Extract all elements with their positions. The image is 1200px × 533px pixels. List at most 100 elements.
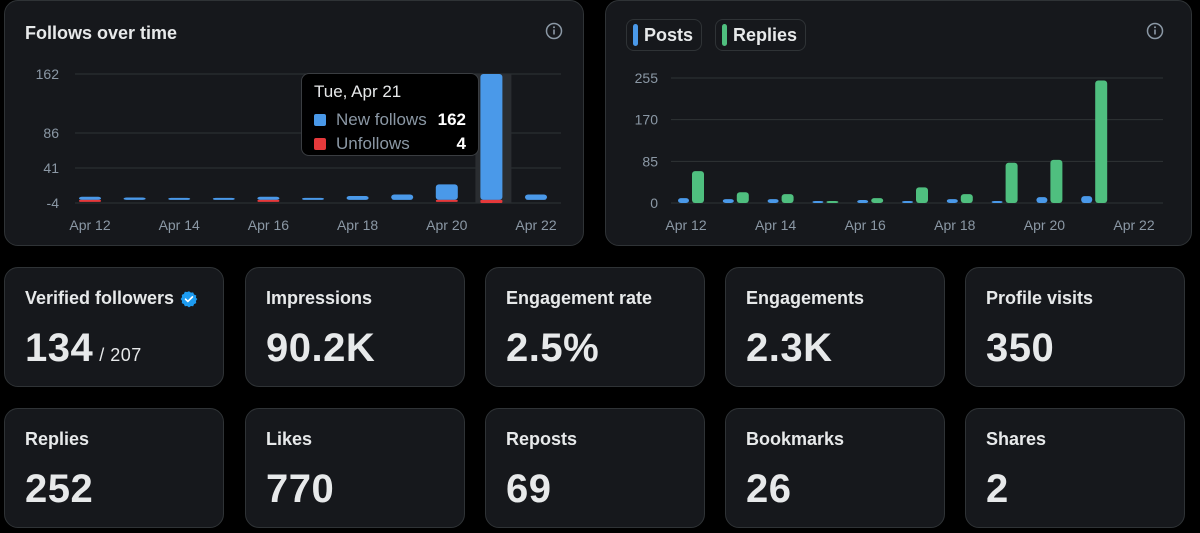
- bar-new-follows: [168, 197, 191, 200]
- posts-swatch: [633, 24, 638, 46]
- stat-label: Impressions: [266, 288, 373, 308]
- bar-replies: [960, 194, 973, 203]
- x-tick-label: Apr 22: [515, 217, 556, 233]
- stat-label: Replies: [25, 429, 90, 449]
- bar-new-follows: [435, 184, 458, 200]
- follows-chart-title: Follows over time: [25, 23, 178, 43]
- stat-card-bookmarks[interactable]: Bookmarks 26: [725, 408, 945, 528]
- y-tick-label: 41: [43, 160, 59, 176]
- x-tick-label: Apr 22: [1113, 217, 1154, 233]
- x-tick-label: Apr 14: [755, 217, 796, 233]
- y-tick-label: 162: [36, 66, 60, 82]
- stat-label: Likes: [266, 429, 313, 449]
- bar-posts: [902, 201, 913, 203]
- stat-label: Bookmarks: [746, 429, 845, 449]
- x-tick-label: Apr 16: [248, 217, 289, 233]
- stat-card-verified-followers[interactable]: Verified followers 134/ 207: [4, 267, 224, 387]
- bar-replies: [781, 194, 794, 203]
- bar-posts: [1081, 196, 1093, 203]
- stat-value: 90.2K: [266, 326, 376, 370]
- stat-card-shares[interactable]: Shares 2: [965, 408, 1185, 528]
- y-tick-label: 85: [642, 153, 658, 169]
- x-tick-label: Apr 16: [845, 217, 886, 233]
- x-tick-label: Apr 18: [337, 217, 378, 233]
- x-tick-label: Apr 14: [159, 217, 200, 233]
- bar-posts: [946, 199, 958, 203]
- bar-new-follows: [79, 196, 101, 200]
- x-tick-label: Apr 20: [1024, 217, 1065, 233]
- follows-chart[interactable]: 162 86 41 -4 Apr 12 Apr 14 Apr 16 Apr 18 Apr 20 A…: [5, 1, 583, 245]
- tooltip-row-unfollows: Unfollows 4: [314, 132, 466, 156]
- bar-posts: [678, 198, 689, 203]
- bar-new-follows: [346, 196, 369, 200]
- x-tick-label: Apr 18: [934, 217, 975, 233]
- posts-replies-card: Posts Replies 255 170 85 0 Apr 12 Apr 14 Apr 1…: [605, 0, 1192, 246]
- bar-unfollows: [79, 199, 101, 202]
- stat-label-text: Verified followers: [25, 288, 175, 308]
- tooltip-value: 4: [456, 134, 466, 153]
- stat-card-engagements[interactable]: Engagements 2.3K: [725, 267, 945, 387]
- posts-chart[interactable]: 255 170 85 0 Apr 12 Apr 14 Apr 16 Apr 18 Apr 20 A…: [606, 1, 1191, 245]
- stat-card-engagement-rate[interactable]: Engagement rate 2.5%: [485, 267, 705, 387]
- bar-unfollows: [480, 199, 503, 203]
- unfollows-swatch: [314, 138, 326, 150]
- stat-label: Shares: [986, 429, 1047, 449]
- info-icon[interactable]: [545, 22, 563, 40]
- bar-replies: [1095, 80, 1108, 203]
- legend-label: Posts: [644, 24, 694, 45]
- bar-new-follows: [212, 197, 235, 200]
- new-follows-swatch: [314, 114, 326, 126]
- bar-posts: [767, 199, 779, 203]
- stat-card-replies[interactable]: Replies 252: [4, 408, 224, 528]
- bar-posts: [991, 201, 1003, 203]
- stat-value: 26: [746, 467, 792, 511]
- follows-over-time-card: Follows over time 162 86 41 -4 Apr 12 Apr 14 A…: [4, 0, 584, 246]
- stat-label: Profile visits: [986, 288, 1094, 308]
- bar-new-follows: [302, 197, 324, 200]
- stat-value: 252: [25, 467, 94, 511]
- stat-value: 2: [986, 467, 1009, 511]
- bar-posts: [812, 201, 824, 203]
- stat-card-profile-visits[interactable]: Profile visits 350: [965, 267, 1185, 387]
- y-tick-label: 255: [635, 70, 659, 86]
- bar-replies: [826, 201, 839, 203]
- bar-replies: [1050, 159, 1063, 203]
- tooltip-value: 162: [437, 110, 466, 129]
- y-tick-label: 86: [43, 125, 59, 141]
- bar-new-follows: [123, 197, 146, 200]
- stat-label: Reposts: [506, 429, 578, 449]
- bar-replies: [916, 187, 928, 203]
- stat-card-likes[interactable]: Likes 770: [245, 408, 465, 528]
- bar-new-follows: [257, 196, 280, 200]
- bar-new-follows: [480, 74, 503, 200]
- verified-badge-icon: [180, 290, 198, 307]
- bar-posts: [1036, 197, 1048, 203]
- stat-value-total: / 207: [99, 345, 142, 365]
- legend-posts[interactable]: Posts: [626, 19, 703, 51]
- stat-label: Engagements: [746, 288, 865, 308]
- bar-posts: [722, 199, 734, 203]
- bar-replies: [736, 192, 749, 203]
- x-tick-label: Apr 12: [665, 217, 706, 233]
- bar-replies: [871, 198, 884, 203]
- replies-swatch: [722, 24, 727, 46]
- stat-value: 350: [986, 326, 1055, 370]
- stat-value-number: 134: [25, 326, 94, 370]
- bar-unfollows: [435, 199, 458, 202]
- stat-value: 770: [266, 467, 335, 511]
- stat-card-impressions[interactable]: Impressions 90.2K: [245, 267, 465, 387]
- tooltip-label: Unfollows: [336, 134, 410, 153]
- stat-label: Verified followers: [25, 288, 198, 309]
- stat-card-reposts[interactable]: Reposts 69: [485, 408, 705, 528]
- x-tick-label: Apr 20: [426, 217, 467, 233]
- info-icon[interactable]: [1146, 22, 1164, 40]
- bar-unfollows: [257, 199, 280, 202]
- tooltip-row-new-follows: New follows 162: [314, 108, 466, 132]
- bar-replies: [1005, 162, 1018, 203]
- bar-posts: [857, 200, 869, 203]
- legend-replies[interactable]: Replies: [715, 19, 807, 51]
- legend-label: Replies: [733, 24, 798, 45]
- bar-new-follows: [525, 194, 547, 200]
- tooltip-date: Tue, Apr 21: [314, 82, 402, 101]
- stat-value: 69: [506, 467, 552, 511]
